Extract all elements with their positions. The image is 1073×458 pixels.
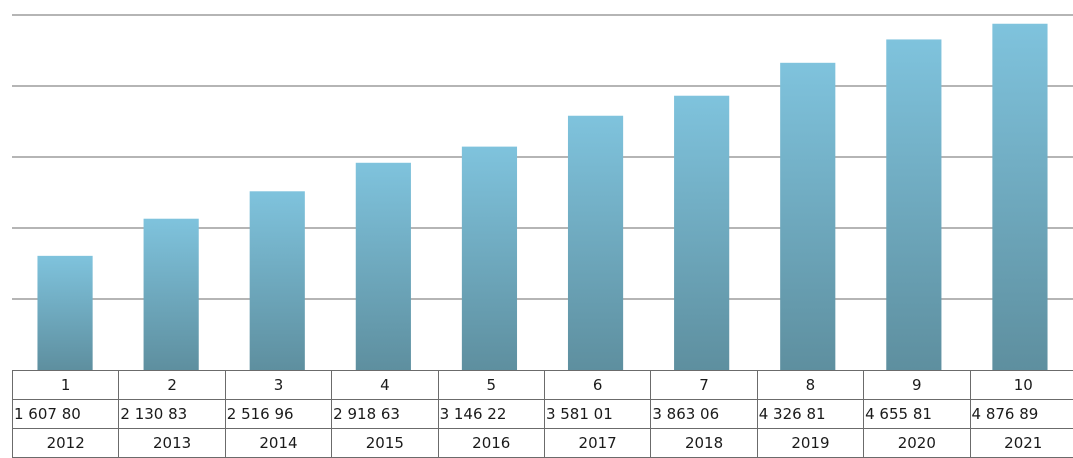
value-label-cell: 2 918 63 bbox=[332, 400, 438, 429]
year-cell: 2015 bbox=[332, 429, 438, 458]
value-label-cell: 3 581 01 bbox=[544, 400, 650, 429]
bars bbox=[37, 24, 1047, 370]
value-label-cell: 3 146 22 bbox=[438, 400, 544, 429]
bar bbox=[356, 163, 411, 370]
bar bbox=[37, 256, 92, 370]
bar bbox=[992, 24, 1047, 370]
bar bbox=[250, 191, 305, 370]
bar bbox=[780, 63, 835, 370]
value-label-cell: 3 863 06 bbox=[651, 400, 757, 429]
category-cell: 10 bbox=[970, 371, 1073, 400]
bar bbox=[462, 147, 517, 370]
year-cell: 2017 bbox=[544, 429, 650, 458]
category-cell: 5 bbox=[438, 371, 544, 400]
year-cell: 2013 bbox=[119, 429, 225, 458]
year-cell: 2012 bbox=[13, 429, 119, 458]
category-cell: 4 bbox=[332, 371, 438, 400]
year-cell: 2019 bbox=[757, 429, 863, 458]
value-label-cell: 4 655 81 bbox=[864, 400, 970, 429]
category-cell: 3 bbox=[225, 371, 331, 400]
bar bbox=[674, 96, 729, 370]
bar-chart bbox=[0, 0, 1073, 372]
category-cell: 9 bbox=[864, 371, 970, 400]
value-label-cell: 1 607 80 bbox=[13, 400, 119, 429]
year-cell: 2016 bbox=[438, 429, 544, 458]
value-label-cell: 2 516 96 bbox=[225, 400, 331, 429]
value-label-cell: 4 876 89 bbox=[970, 400, 1073, 429]
category-cell: 2 bbox=[119, 371, 225, 400]
category-cell: 1 bbox=[13, 371, 119, 400]
category-cell: 8 bbox=[757, 371, 863, 400]
year-cell: 2021 bbox=[970, 429, 1073, 458]
category-cell: 7 bbox=[651, 371, 757, 400]
value-label-cell: 2 130 83 bbox=[119, 400, 225, 429]
year-cell: 2020 bbox=[864, 429, 970, 458]
value-label-cell: 4 326 81 bbox=[757, 400, 863, 429]
year-cell: 2018 bbox=[651, 429, 757, 458]
category-cell: 6 bbox=[544, 371, 650, 400]
bar bbox=[886, 39, 941, 370]
year-cell: 2014 bbox=[225, 429, 331, 458]
bar bbox=[144, 219, 199, 370]
bar bbox=[568, 116, 623, 370]
